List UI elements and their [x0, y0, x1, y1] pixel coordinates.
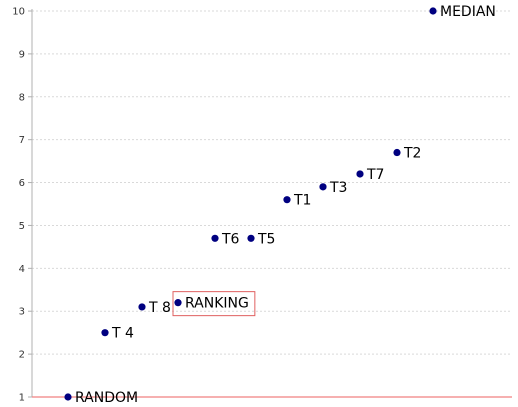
data-point — [319, 183, 327, 191]
data-point — [247, 234, 255, 242]
y-tick-label: 9 — [19, 49, 25, 60]
data-label: RANDOM — [75, 390, 138, 406]
data-point-group: T7 — [356, 167, 384, 183]
data-label: RANKING — [185, 296, 249, 312]
data-point — [138, 303, 146, 311]
data-label: T 8 — [148, 300, 171, 316]
data-label: T2 — [403, 146, 421, 162]
y-tick-label: 2 — [19, 350, 25, 361]
data-point — [393, 148, 401, 157]
data-point-group: T3 — [319, 180, 347, 196]
data-point — [211, 234, 219, 242]
data-point-group: T5 — [247, 231, 275, 247]
y-tick-label: 10 — [12, 7, 25, 18]
data-point-group: MEDIAN — [429, 4, 496, 20]
y-tick-label: 3 — [19, 307, 25, 318]
data-point — [283, 196, 291, 204]
data-point-group: T6 — [211, 231, 240, 247]
data-point — [64, 393, 72, 401]
y-tick-label: 6 — [19, 178, 25, 189]
data-point-group: RANKING — [172, 291, 256, 317]
data-label: T1 — [293, 193, 311, 209]
y-tick-label: 5 — [19, 221, 25, 232]
data-point-group: RANDOM — [64, 390, 138, 406]
y-axis: 1 2 3 4 5 6 7 8 9 10 — [12, 7, 33, 404]
data-point — [429, 7, 437, 15]
data-point-group: T 8 — [138, 300, 171, 316]
data-label: T5 — [257, 231, 275, 247]
y-tick-label: 1 — [19, 393, 25, 404]
data-point-group: T 4 — [101, 326, 134, 342]
highlight-box — [172, 291, 256, 317]
data-point — [101, 329, 109, 337]
y-tick-label: 7 — [19, 135, 25, 146]
data-point — [356, 170, 364, 178]
data-label: T 4 — [111, 326, 134, 342]
data-label: MEDIAN — [440, 4, 496, 20]
data-point-group: T1 — [283, 193, 311, 209]
y-tick-label: 8 — [19, 92, 25, 103]
data-label: T3 — [329, 180, 347, 196]
data-label: T7 — [366, 167, 384, 183]
data-label: T6 — [221, 231, 240, 247]
y-tick-label: 4 — [19, 264, 25, 275]
data-point-group: T2 — [393, 146, 421, 162]
data-points: RANDOM T 4 T 8 RANKING T6 T5 T1 T3 T7 T2 MEDIAN — [64, 4, 496, 406]
grid-lines — [32, 10, 512, 355]
data-point — [174, 299, 182, 307]
